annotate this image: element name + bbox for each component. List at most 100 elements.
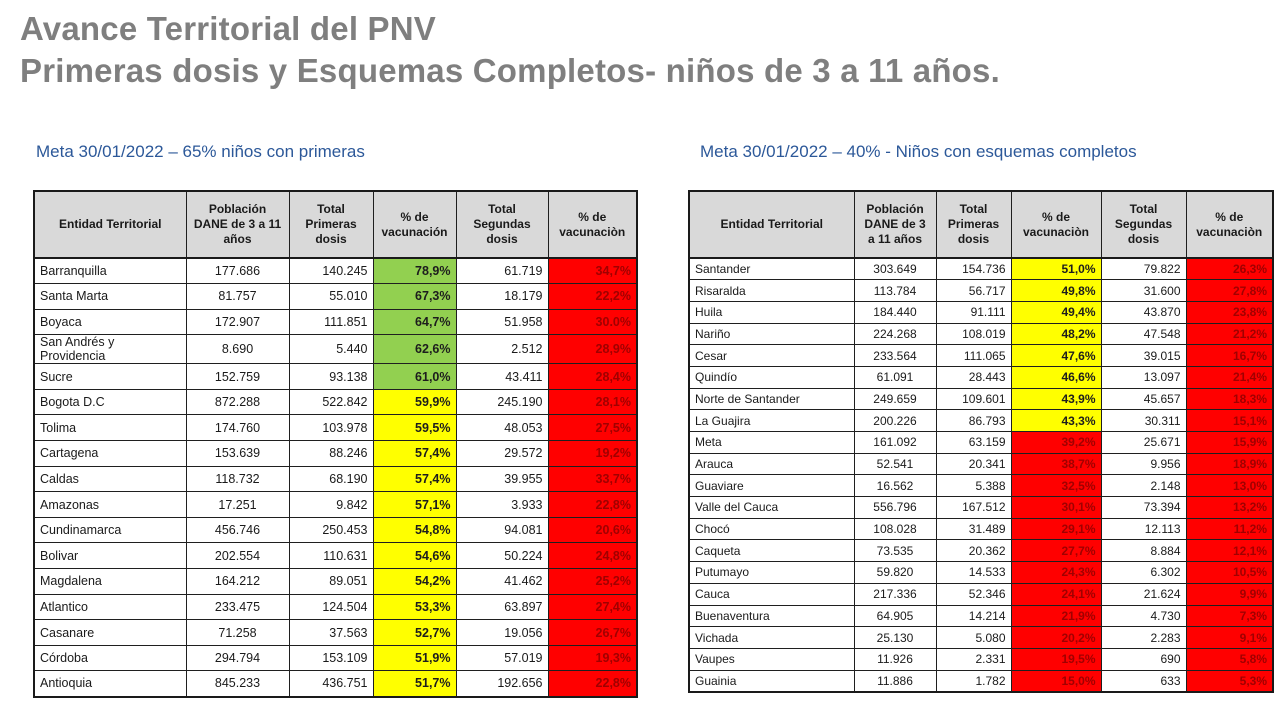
second-doses-cell: 43.870 bbox=[1100, 300, 1187, 324]
entity-cell: San Andrés y Providencia bbox=[33, 334, 187, 365]
entity-cell: Caldas bbox=[33, 465, 187, 493]
first-doses-pct-cell: 24,1% bbox=[1010, 582, 1102, 606]
table-row: Meta 161.092 63.159 39,2% 25.671 15,9% bbox=[688, 431, 1274, 454]
second-doses-cell: 18.179 bbox=[455, 283, 549, 310]
population-cell: 161.092 bbox=[853, 431, 937, 454]
entity-cell: Cundinamarca bbox=[33, 516, 187, 544]
second-doses-pct-cell: 7,3% bbox=[1185, 604, 1274, 628]
second-doses-cell: 94.081 bbox=[455, 516, 549, 544]
second-doses-pct-cell: 30.0% bbox=[547, 308, 638, 336]
entity-cell: Norte de Santander bbox=[688, 387, 855, 411]
second-doses-pct-cell: 15,1% bbox=[1185, 409, 1274, 432]
second-doses-cell: 61.719 bbox=[455, 257, 549, 285]
population-cell: 845.233 bbox=[185, 670, 290, 697]
first-doses-pct-cell: 51,0% bbox=[1010, 257, 1102, 281]
population-cell: 224.268 bbox=[853, 322, 937, 346]
population-cell: 294.794 bbox=[185, 644, 290, 672]
entity-cell: Guainia bbox=[688, 669, 855, 693]
entity-cell: Córdoba bbox=[33, 644, 187, 672]
population-cell: 249.659 bbox=[853, 387, 937, 411]
entity-cell: Bolivar bbox=[33, 542, 187, 570]
first-doses-pct-cell: 64,7% bbox=[372, 308, 457, 336]
column-header: % de vacunaciòn bbox=[1010, 190, 1102, 259]
first-doses-cell: 111.851 bbox=[288, 308, 374, 336]
second-doses-cell: 30.311 bbox=[1100, 409, 1187, 432]
column-header: Entidad Territorial bbox=[688, 190, 855, 259]
first-doses-pct-cell: 78,9% bbox=[372, 257, 457, 285]
first-doses-cell: 93.138 bbox=[288, 363, 374, 390]
first-doses-cell: 522.842 bbox=[288, 388, 374, 416]
first-doses-cell: 91.111 bbox=[935, 300, 1012, 324]
entity-cell: Bogota D.C bbox=[33, 388, 187, 416]
population-cell: 174.760 bbox=[185, 414, 290, 442]
second-doses-pct-cell: 22,2% bbox=[547, 283, 638, 310]
first-doses-pct-cell: 67,3% bbox=[372, 283, 457, 310]
population-cell: 108.028 bbox=[853, 517, 937, 541]
first-doses-pct-cell: 54,2% bbox=[372, 568, 457, 595]
first-doses-goal-subtitle: Meta 30/01/2022 – 65% niños con primeras bbox=[36, 142, 365, 161]
slide-title-line2: Primeras dosis y Esquemas Completos- niñ… bbox=[20, 52, 1000, 90]
second-doses-pct-cell: 5,3% bbox=[1185, 669, 1274, 693]
population-cell: 202.554 bbox=[185, 542, 290, 570]
population-cell: 200.226 bbox=[853, 409, 937, 432]
entity-cell: La Guajira bbox=[688, 409, 855, 432]
entity-cell: Cartagena bbox=[33, 440, 187, 467]
slide-title: Avance Territorial del PNV Primeras dosi… bbox=[20, 8, 1000, 92]
table-row: Norte de Santander 249.659 109.601 43,9% 45.… bbox=[688, 387, 1274, 411]
column-header: % de vacunación bbox=[372, 190, 457, 259]
second-doses-cell: 39.955 bbox=[455, 465, 549, 493]
population-cell: 164.212 bbox=[185, 568, 290, 595]
second-doses-pct-cell: 15,9% bbox=[1185, 431, 1274, 454]
population-cell: 16.562 bbox=[853, 474, 937, 498]
second-doses-cell: 48.053 bbox=[455, 414, 549, 442]
table-row: La Guajira 200.226 86.793 43,3% 30.311 15,1% bbox=[688, 409, 1274, 432]
second-doses-pct-cell: 18,3% bbox=[1185, 387, 1274, 411]
table-row: Quindío 61.091 28.443 46,6% 13.097 21,4% bbox=[688, 365, 1274, 389]
entity-cell: Santa Marta bbox=[33, 283, 187, 310]
entity-cell: Tolima bbox=[33, 414, 187, 442]
first-doses-cell: 108.019 bbox=[935, 322, 1012, 346]
second-doses-pct-cell: 27,8% bbox=[1185, 279, 1274, 302]
table-row: Caqueta 73.535 20.362 27,7% 8.884 12,1% bbox=[688, 539, 1274, 563]
second-doses-pct-cell: 27,4% bbox=[547, 593, 638, 621]
first-doses-cell: 56.717 bbox=[935, 279, 1012, 302]
second-doses-pct-cell: 28,9% bbox=[547, 334, 638, 365]
population-cell: 73.535 bbox=[853, 539, 937, 563]
second-doses-pct-cell: 26,7% bbox=[547, 619, 638, 646]
first-doses-cell: 140.245 bbox=[288, 257, 374, 285]
first-doses-cell: 250.453 bbox=[288, 516, 374, 544]
table-row: Putumayo 59.820 14.533 24,3% 6.302 10,5% bbox=[688, 561, 1274, 584]
table-row: Tolima 174.760 103.978 59,5% 48.053 27,5% bbox=[33, 414, 638, 442]
entity-cell: Boyaca bbox=[33, 308, 187, 336]
first-doses-pct-cell: 49,4% bbox=[1010, 300, 1102, 324]
first-doses-cell: 9.842 bbox=[288, 491, 374, 518]
entity-cell: Valle del Cauca bbox=[688, 496, 855, 519]
second-doses-pct-cell: 19,3% bbox=[547, 644, 638, 672]
second-doses-pct-cell: 34,7% bbox=[547, 257, 638, 285]
complete-schemes-goal-subtitle: Meta 30/01/2022 – 40% - Niños con esquem… bbox=[700, 142, 1137, 161]
entity-cell: Nariño bbox=[688, 322, 855, 346]
entity-cell: Arauca bbox=[688, 452, 855, 476]
column-header: Total Primeras dosis bbox=[935, 190, 1012, 259]
second-doses-cell: 25.671 bbox=[1100, 431, 1187, 454]
first-doses-pct-cell: 49,8% bbox=[1010, 279, 1102, 302]
population-cell: 233.564 bbox=[853, 344, 937, 367]
second-doses-pct-cell: 33,7% bbox=[547, 465, 638, 493]
first-doses-cell: 20.362 bbox=[935, 539, 1012, 563]
second-doses-pct-cell: 22,8% bbox=[547, 670, 638, 697]
population-cell: 177.686 bbox=[185, 257, 290, 285]
population-cell: 81.757 bbox=[185, 283, 290, 310]
entity-cell: Caqueta bbox=[688, 539, 855, 563]
second-doses-cell: 57.019 bbox=[455, 644, 549, 672]
second-doses-cell: 2.148 bbox=[1100, 474, 1187, 498]
first-doses-pct-cell: 53,3% bbox=[372, 593, 457, 621]
entity-cell: Guaviare bbox=[688, 474, 855, 498]
first-doses-pct-cell: 57,1% bbox=[372, 491, 457, 518]
population-cell: 59.820 bbox=[853, 561, 937, 584]
population-cell: 113.784 bbox=[853, 279, 937, 302]
table-row: Nariño 224.268 108.019 48,2% 47.548 21,2% bbox=[688, 322, 1274, 346]
second-doses-pct-cell: 28,4% bbox=[547, 363, 638, 390]
first-doses-cell: 1.782 bbox=[935, 669, 1012, 693]
second-doses-cell: 19.056 bbox=[455, 619, 549, 646]
